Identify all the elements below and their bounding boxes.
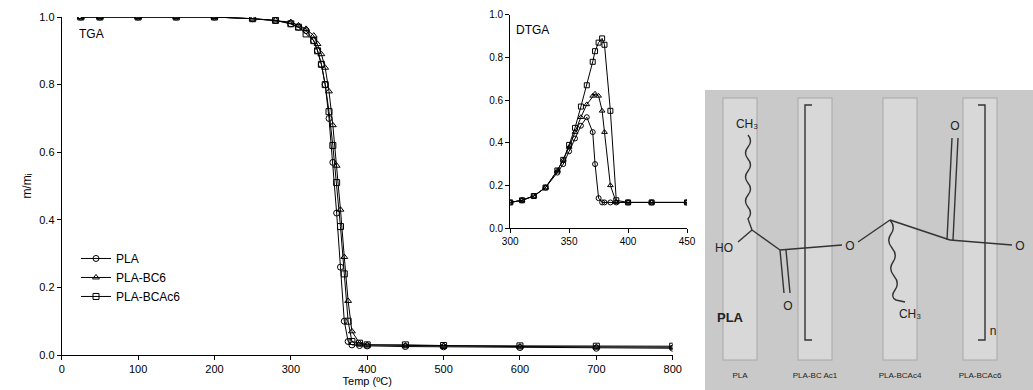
svg-text:700: 700 [587, 363, 605, 375]
svg-text:300: 300 [282, 363, 300, 375]
svg-text:450: 450 [679, 236, 696, 247]
svg-text:PLA-BCAc4: PLA-BCAc4 [879, 371, 922, 380]
svg-text:0.4: 0.4 [489, 137, 503, 148]
svg-text:CH₃: CH₃ [899, 307, 921, 321]
svg-text:0.2: 0.2 [489, 180, 503, 191]
svg-text:O: O [845, 239, 854, 253]
svg-text:DTGA: DTGA [516, 23, 549, 37]
svg-text:O: O [950, 119, 959, 133]
svg-text:0.8: 0.8 [39, 78, 54, 90]
svg-text:O: O [1015, 239, 1024, 253]
svg-text:200: 200 [205, 363, 223, 375]
svg-text:400: 400 [358, 363, 376, 375]
svg-text:0.8: 0.8 [489, 52, 503, 63]
svg-text:PLA: PLA [116, 252, 139, 266]
svg-text:n: n [990, 324, 997, 338]
svg-text:PLA: PLA [717, 310, 744, 325]
svg-text:300: 300 [502, 236, 519, 247]
svg-text:1.0: 1.0 [39, 11, 54, 23]
svg-text:0.2: 0.2 [39, 281, 54, 293]
svg-text:O: O [783, 299, 792, 313]
svg-text:CH₃: CH₃ [736, 117, 758, 131]
svg-text:HO: HO [715, 241, 733, 255]
svg-text:PLA-BC Ac1: PLA-BC Ac1 [793, 371, 838, 380]
svg-text:0.0: 0.0 [39, 349, 54, 361]
svg-text:500: 500 [434, 363, 452, 375]
svg-text:0.6: 0.6 [39, 146, 54, 158]
svg-text:PLA-BCAc6: PLA-BCAc6 [116, 290, 180, 304]
svg-text:350: 350 [561, 236, 578, 247]
svg-text:800: 800 [664, 363, 682, 375]
svg-text:0.6: 0.6 [489, 95, 503, 106]
svg-text:PLA: PLA [732, 371, 748, 380]
svg-text:600: 600 [511, 363, 529, 375]
svg-text:PLA-BCAc6: PLA-BCAc6 [959, 371, 1002, 380]
svg-text:TGA: TGA [79, 27, 104, 41]
svg-text:0: 0 [59, 363, 65, 375]
svg-text:0.4: 0.4 [39, 214, 54, 226]
svg-text:Temp (ºC): Temp (ºC) [343, 375, 392, 387]
svg-text:m/mᵢ: m/mᵢ [21, 173, 35, 198]
svg-text:1.0: 1.0 [489, 9, 503, 20]
svg-text:400: 400 [620, 236, 637, 247]
svg-text:PLA-BC6: PLA-BC6 [116, 271, 166, 285]
svg-text:100: 100 [129, 363, 147, 375]
svg-text:0.0: 0.0 [489, 223, 503, 234]
